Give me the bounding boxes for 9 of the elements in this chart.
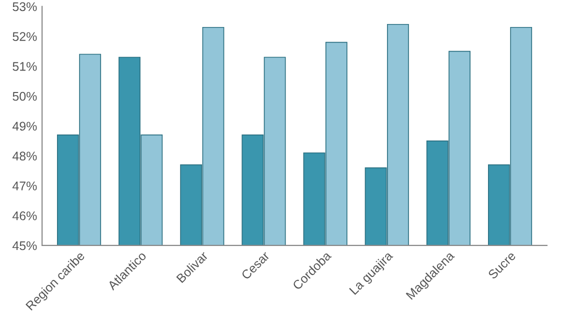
y-tick-label: 51% <box>12 62 37 71</box>
y-tick-label: 48% <box>12 152 37 160</box>
y-tick-label: 45% <box>12 241 37 250</box>
y-tick-label: 53% <box>12 2 37 12</box>
y-tick-label: 52% <box>12 32 37 41</box>
y-tick-label: 47% <box>12 182 37 190</box>
y-tick-label: 46% <box>12 211 37 220</box>
y-tick-label: 50% <box>12 92 37 101</box>
y-tick-label: 49% <box>12 122 37 131</box>
